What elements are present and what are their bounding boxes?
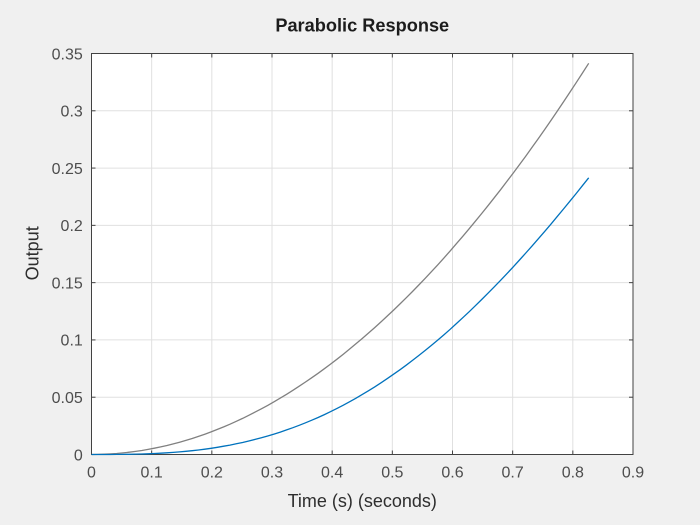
svg-text:0: 0 [87, 465, 96, 482]
svg-text:0.5: 0.5 [381, 465, 403, 482]
svg-text:Parabolic Response: Parabolic Response [275, 15, 449, 35]
svg-text:0: 0 [74, 447, 83, 464]
svg-text:0.05: 0.05 [52, 390, 83, 407]
svg-text:0.35: 0.35 [52, 46, 83, 63]
svg-text:0.1: 0.1 [61, 333, 83, 350]
svg-text:0.6: 0.6 [441, 465, 463, 482]
svg-text:0.3: 0.3 [61, 104, 83, 121]
svg-text:0.9: 0.9 [622, 465, 644, 482]
svg-text:0.4: 0.4 [321, 465, 343, 482]
svg-text:0.2: 0.2 [201, 465, 223, 482]
svg-text:0.25: 0.25 [52, 161, 83, 178]
svg-text:0.15: 0.15 [52, 275, 83, 292]
svg-text:0.1: 0.1 [141, 465, 163, 482]
svg-text:Output: Output [23, 226, 43, 280]
svg-text:0.3: 0.3 [261, 465, 283, 482]
svg-text:0.7: 0.7 [502, 465, 524, 482]
svg-text:Time (s) (seconds): Time (s) (seconds) [288, 491, 437, 511]
svg-text:0.8: 0.8 [562, 465, 584, 482]
svg-text:0.2: 0.2 [61, 218, 83, 235]
